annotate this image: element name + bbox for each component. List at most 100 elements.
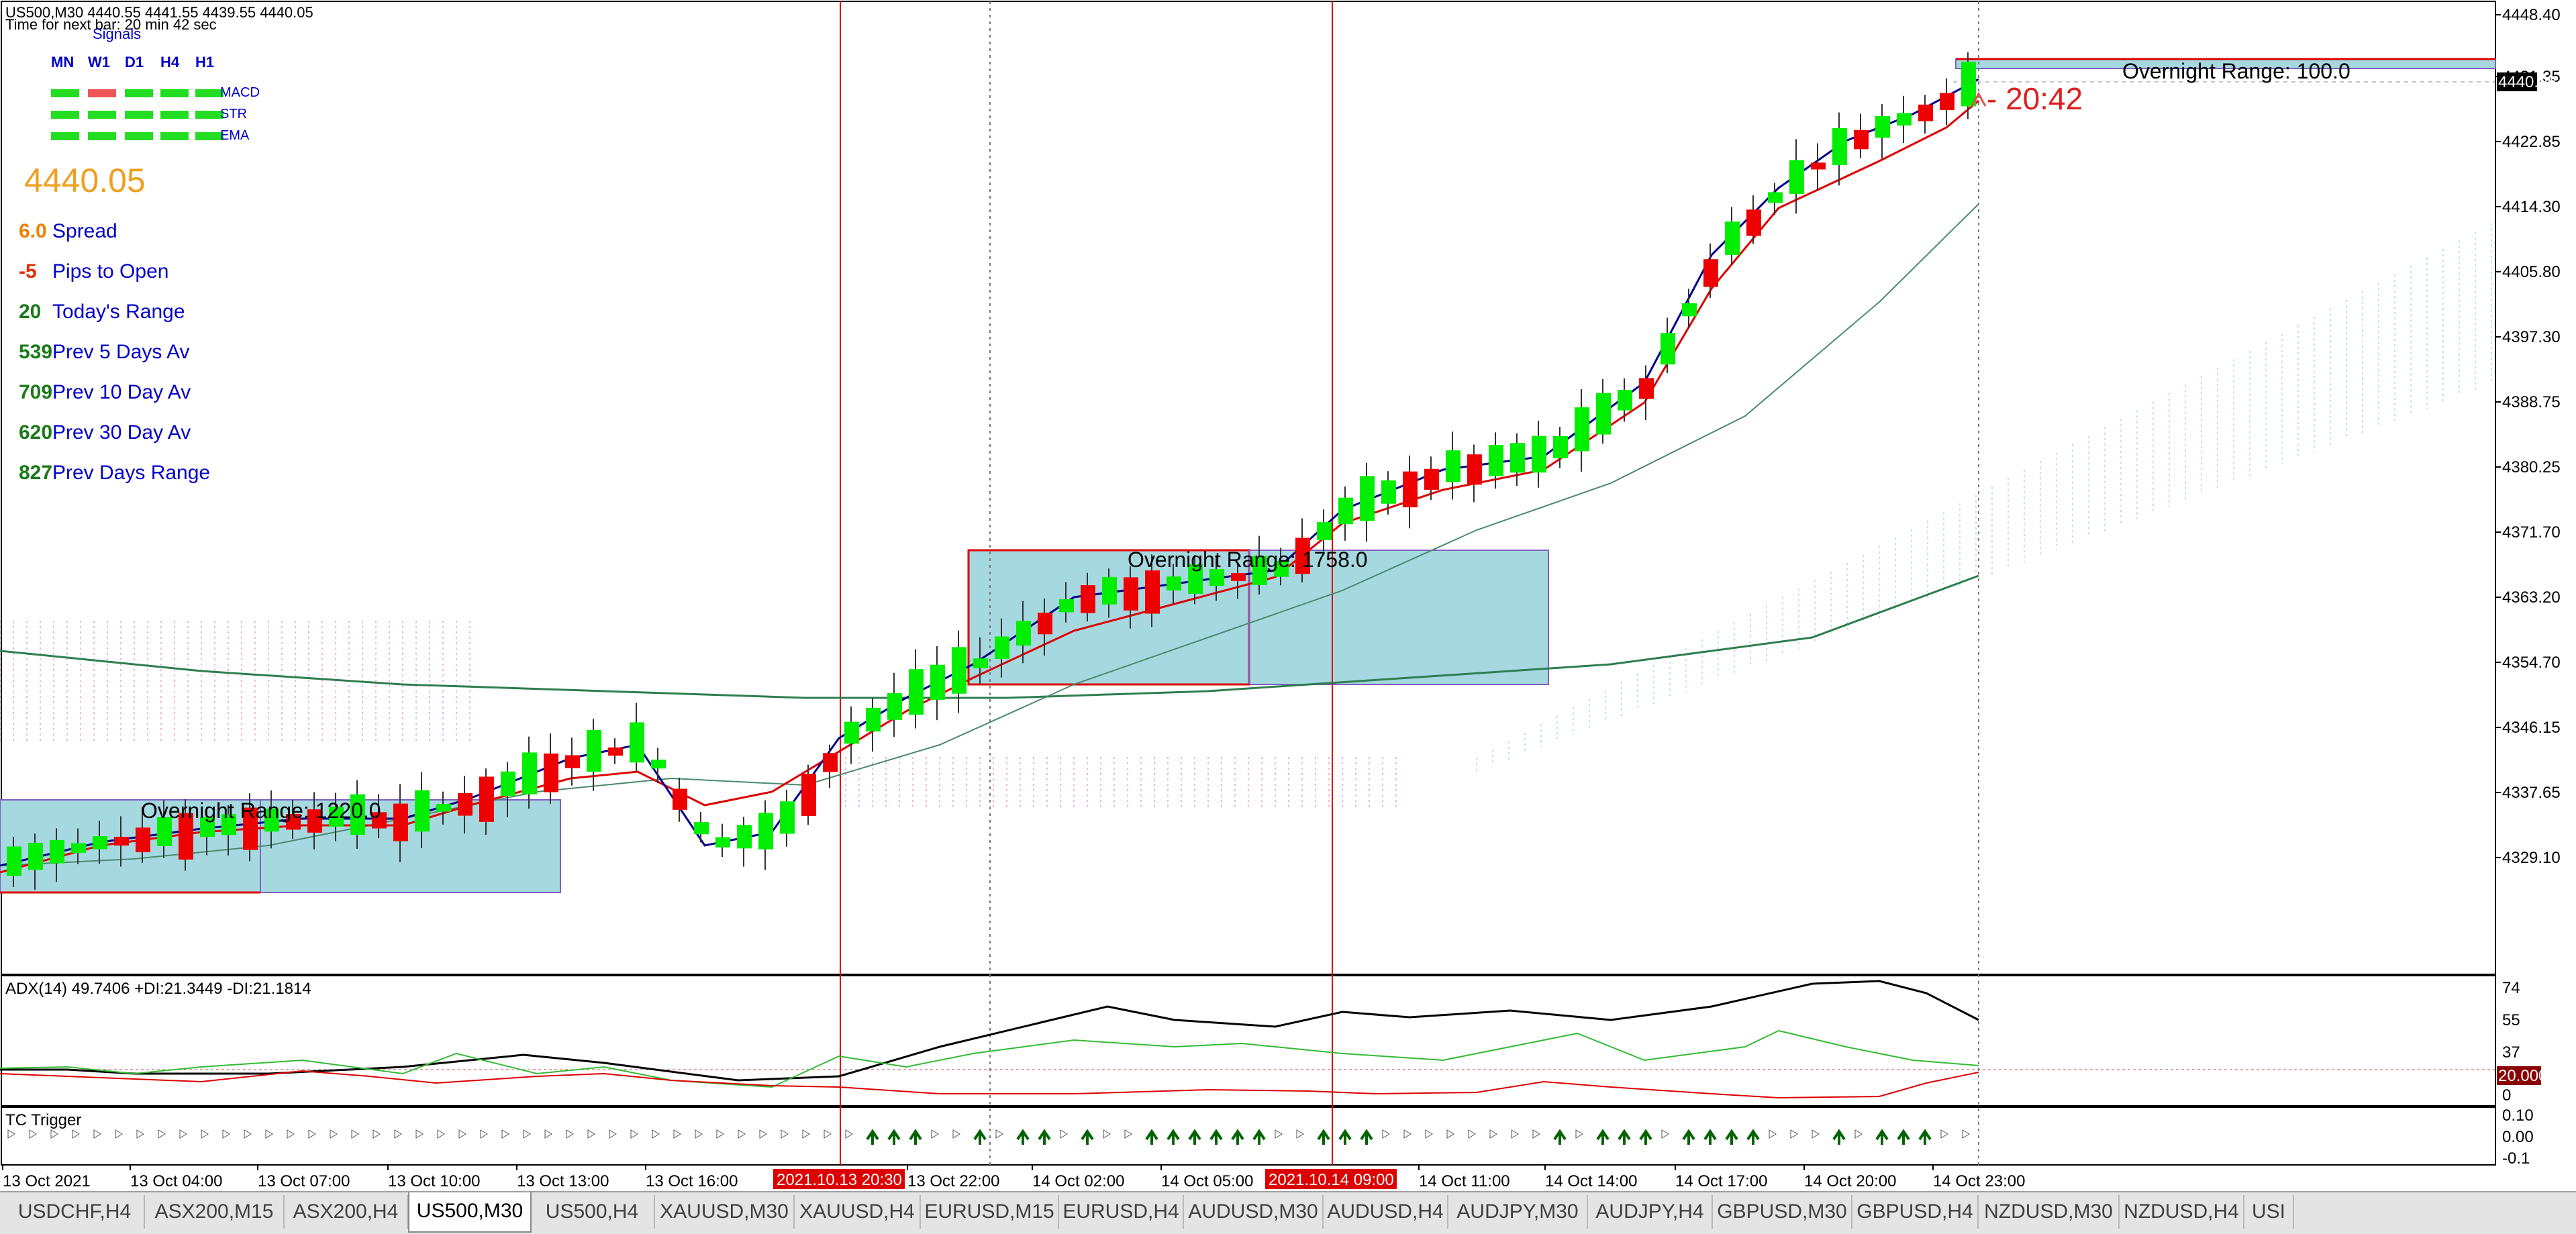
trigger-arrow-up xyxy=(1682,1129,1695,1145)
trigger-arrow-up xyxy=(1918,1129,1932,1145)
trigger-arrow-up xyxy=(1596,1129,1609,1145)
time-tick: 14 Oct 02:00 xyxy=(1032,1172,1124,1190)
candle xyxy=(1489,445,1503,476)
trigger-arrow-neutral xyxy=(1940,1129,1948,1139)
stat-label: Prev 5 Days Av xyxy=(52,341,190,363)
chart-tab[interactable]: GBPUSD,M30 xyxy=(1713,1195,1852,1229)
chart-tab[interactable]: US500,H4 xyxy=(530,1195,655,1229)
candle xyxy=(1789,160,1804,194)
time-tick: 14 Oct 17:00 xyxy=(1675,1172,1767,1190)
signal-timeframe-d1: D1 xyxy=(125,54,144,70)
chart-tab[interactable]: ASX200,H4 xyxy=(285,1195,408,1229)
stat-value: -5 xyxy=(19,260,37,282)
price-tick: 4380.25 xyxy=(2502,458,2561,476)
trigger-arrow-neutral xyxy=(695,1129,703,1139)
stat-value: 539 xyxy=(19,341,53,363)
signal-label-ema: EMA xyxy=(220,128,250,143)
trigger-arrow-neutral xyxy=(330,1129,338,1139)
candle xyxy=(1038,613,1052,635)
chart-tab[interactable]: XAUUSD,M30 xyxy=(655,1195,795,1229)
candles xyxy=(7,52,1976,890)
chart-tab[interactable]: GBPUSD,H4 xyxy=(1852,1195,1979,1229)
chart-tab[interactable]: USI xyxy=(2244,1195,2294,1229)
price-tick: 4405.80 xyxy=(2502,263,2561,281)
chart-tab[interactable]: USDCHF,H4 xyxy=(5,1195,145,1229)
trigger-arrow-up xyxy=(1252,1129,1266,1145)
candle xyxy=(71,843,86,854)
price-tick: 4329.10 xyxy=(2502,849,2561,867)
trigger-arrow-neutral xyxy=(995,1129,1003,1139)
trigger-arrow-up xyxy=(1618,1129,1631,1145)
chart-tab[interactable]: XAUUSD,H4 xyxy=(795,1195,921,1229)
trigger-arrow-up xyxy=(909,1129,922,1145)
trigger-arrow-neutral xyxy=(437,1129,445,1139)
trigger-arrow-up xyxy=(1703,1129,1717,1145)
trigger-arrow-neutral xyxy=(29,1129,37,1139)
trigger-arrow-neutral xyxy=(287,1129,295,1139)
signal-cell xyxy=(88,111,116,119)
chart-tab[interactable]: AUDUSD,M30 xyxy=(1184,1195,1324,1229)
time-tick: 14 Oct 14:00 xyxy=(1545,1172,1637,1190)
candle xyxy=(1768,192,1783,203)
signal-label-str: STR xyxy=(220,107,247,121)
chart-tab[interactable]: ASX200,M15 xyxy=(145,1195,285,1229)
chart-tab[interactable]: NZDUSD,H4 xyxy=(2120,1195,2244,1229)
price-tick: 4388.75 xyxy=(2502,393,2561,411)
trigger-arrow-neutral xyxy=(265,1129,273,1139)
chart-tab[interactable]: AUDJPY,H4 xyxy=(1588,1195,1713,1229)
trigger-arrow-neutral xyxy=(480,1129,488,1139)
trigger-arrow-neutral xyxy=(824,1129,832,1139)
chart-tab[interactable]: AUDUSD,H4 xyxy=(1324,1195,1448,1229)
stat-value: 6.0 xyxy=(19,220,47,242)
candle xyxy=(458,792,473,816)
chart-tab[interactable]: US500,M30 xyxy=(408,1192,532,1233)
price-tick: 4371.70 xyxy=(2502,523,2561,542)
candle xyxy=(350,794,365,835)
candle xyxy=(93,836,107,850)
trigger-arrow-neutral xyxy=(759,1129,767,1139)
trigger-arrow-neutral xyxy=(1962,1129,1970,1139)
candle xyxy=(758,813,773,850)
trigger-arrow-neutral xyxy=(72,1129,80,1139)
time-tick: 13 Oct 10:00 xyxy=(388,1172,480,1190)
time-tick: 13 Oct 07:00 xyxy=(258,1172,350,1190)
trigger-arrow-up xyxy=(1360,1129,1373,1145)
trigger-arrow-neutral xyxy=(351,1129,359,1139)
signal-cell xyxy=(88,89,116,97)
time-marker-1: 2021.10.13 20:30 xyxy=(777,1171,902,1189)
stat-label: Pips to Open xyxy=(52,260,169,282)
signal-timeframe-h1: H1 xyxy=(195,54,215,70)
trigger-arrow-up xyxy=(1209,1129,1223,1145)
trigger-arrow-up xyxy=(1725,1129,1738,1145)
time-tick: 13 Oct 16:00 xyxy=(646,1172,738,1190)
overnight-range-box-3 xyxy=(1955,58,2496,69)
candle xyxy=(307,809,322,833)
candle xyxy=(1016,621,1031,646)
stat-value: 827 xyxy=(19,462,53,484)
chart-tab[interactable]: EURUSD,H4 xyxy=(1059,1195,1184,1229)
trigger-arrow-neutral xyxy=(222,1129,230,1139)
candle xyxy=(179,813,193,860)
price-display: 4440.05 xyxy=(24,162,146,199)
chart-canvas[interactable]: 4448.404431.354422.854414.304405.804397.… xyxy=(0,0,2576,1191)
chart-tab[interactable]: EURUSD,M15 xyxy=(921,1195,1059,1229)
tc-trigger-label: TC Trigger xyxy=(5,1111,82,1129)
candle xyxy=(651,760,666,769)
candle xyxy=(1081,585,1095,613)
chart-tab[interactable]: AUDJPY,M30 xyxy=(1448,1195,1588,1229)
trigger-arrow-neutral xyxy=(501,1129,509,1139)
chart-tab[interactable]: NZDUSD,M30 xyxy=(1979,1195,2120,1229)
price-tick: 4448.40 xyxy=(2502,6,2561,24)
candle xyxy=(780,801,795,834)
candle xyxy=(1961,61,1976,107)
trigger-arrow-neutral xyxy=(1575,1129,1583,1139)
trigger-arrow-neutral xyxy=(673,1129,681,1139)
price-tick: 4414.30 xyxy=(2502,198,2561,216)
trigger-arrow-neutral xyxy=(738,1129,746,1139)
trigger-arrow-neutral xyxy=(566,1129,574,1139)
signal-label-macd: MACD xyxy=(220,85,260,100)
trigger-arrow-neutral xyxy=(1468,1129,1476,1139)
adx-level-label: 20.0000 xyxy=(2498,1067,2557,1085)
trigger-arrow-neutral xyxy=(136,1129,144,1139)
candle xyxy=(1596,393,1611,435)
